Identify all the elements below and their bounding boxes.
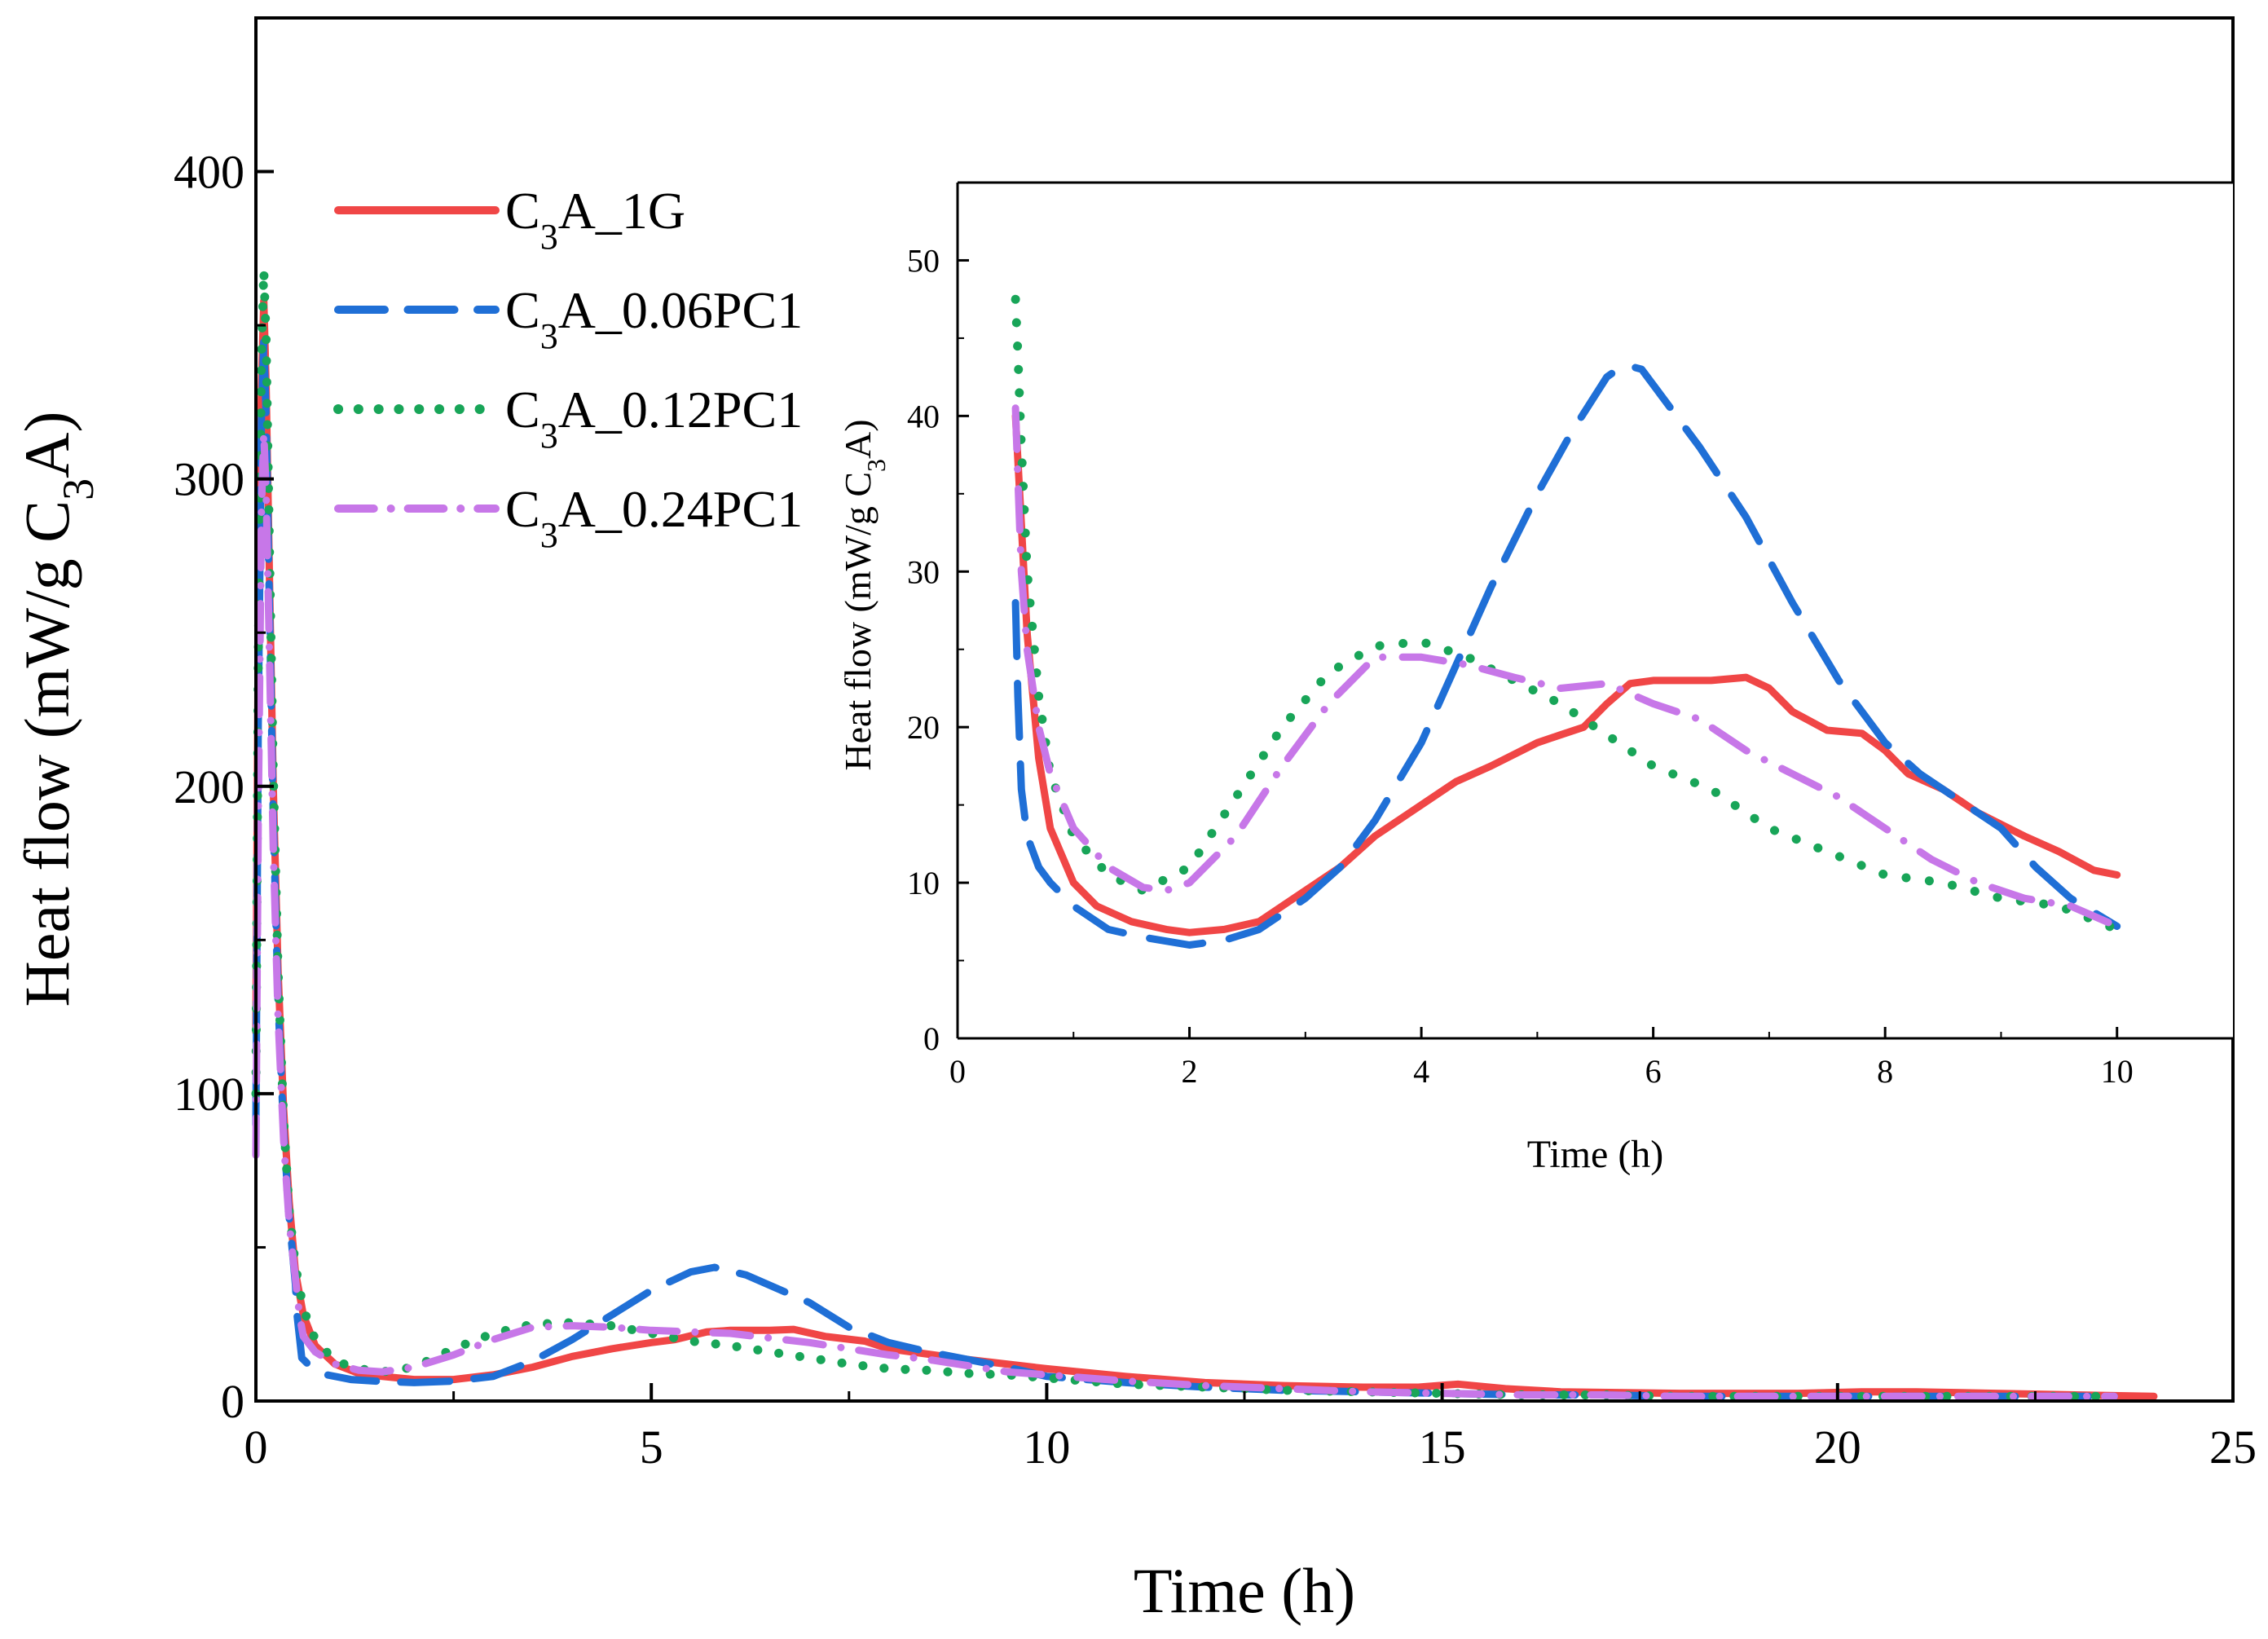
legend-item-c3a-0-06pc1: C3A_0.06PC1 (334, 281, 803, 356)
inset-x-tick-label: 10 (2101, 1053, 2134, 1090)
main-x-tick-label: 10 (1023, 1421, 1070, 1474)
inset-series-line-c3a-0-06pc1 (1011, 360, 2121, 949)
inset-y-axis-label: Heat flow (mW/g C3A) (837, 419, 891, 770)
inset-y-tick-label: 50 (907, 242, 940, 279)
main-y-axis-label: Heat flow (mW/g C3A) (11, 412, 103, 1007)
main-y-tick-label: 100 (174, 1068, 244, 1121)
legend-label: C3A_0.24PC1 (505, 480, 803, 555)
main-series-line-c3a-0-12pc1 (251, 265, 2119, 1401)
inset-y-tick-label: 30 (907, 553, 940, 590)
main-series-line-c3a-0-24pc1 (252, 429, 2118, 1400)
main-x-tick-label: 0 (244, 1421, 268, 1474)
legend-label: C3A_1G (505, 182, 685, 257)
legend-item-c3a-1g: C3A_1G (334, 182, 685, 257)
main-x-tick-label: 5 (640, 1421, 663, 1474)
inset-y-tick-label: 0 (923, 1020, 940, 1057)
main-y-tick-label: 400 (174, 146, 244, 199)
main-x-tick-label: 20 (1814, 1421, 1861, 1474)
inset-x-tick-label: 4 (1413, 1053, 1429, 1090)
main-y-tick-label: 0 (221, 1375, 244, 1428)
main-x-tick-label: 25 (2209, 1421, 2257, 1474)
main-y-tick-label: 200 (174, 760, 244, 813)
legend: C3A_1G C3A_0.06PC1 C3A_0.12PC1 C3A_0.24PC1 (333, 182, 803, 555)
legend-label: C3A_0.12PC1 (505, 381, 803, 456)
inset-x-tick-label: 6 (1645, 1053, 1662, 1090)
main-y-tick-label: 300 (174, 453, 244, 506)
inset-series-line-c3a-1g (1011, 412, 2121, 936)
legend-item-c3a-0-12pc1: C3A_0.12PC1 (333, 381, 803, 456)
inset-chart: 0 2 4 6 8 10 0 10 20 30 40 50 Time (h) Heat flow (mW/… (837, 181, 2233, 1176)
inset-series-line-c3a-0-24pc1 (1011, 404, 2121, 930)
legend-item-c3a-0-24pc1: C3A_0.24PC1 (334, 480, 803, 555)
inset-x-tick-label: 2 (1182, 1053, 1198, 1090)
main-x-tick-label: 15 (1419, 1421, 1466, 1474)
inset-x-axis-label: Time (h) (1527, 1133, 1664, 1176)
inset-x-tick-label: 8 (1877, 1053, 1893, 1090)
inset-y-tick-label: 10 (907, 865, 940, 901)
inset-y-tick-label: 40 (907, 398, 940, 434)
inset-x-tick-label: 0 (949, 1053, 966, 1090)
inset-y-tick-label: 20 (907, 709, 940, 746)
legend-label: C3A_0.06PC1 (505, 281, 803, 356)
main-x-axis-label: Time (h) (1134, 1555, 1355, 1626)
